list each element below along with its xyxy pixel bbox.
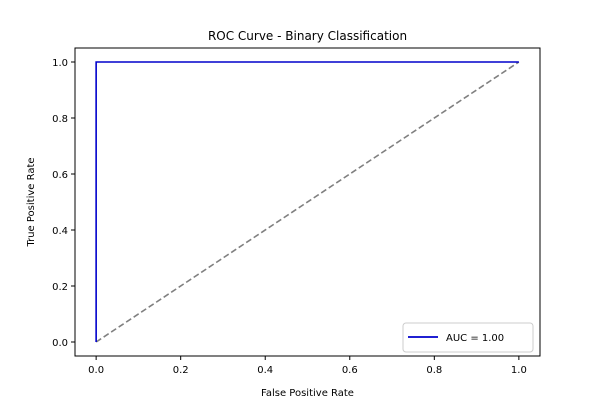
- plot-area: [74, 47, 541, 357]
- y-axis-label: True Positive Rate: [26, 157, 37, 247]
- y-tick-label: 0.8: [52, 114, 68, 125]
- x-tick-label: 0.8: [426, 365, 442, 376]
- y-tick-label: 0.4: [52, 226, 68, 237]
- x-axis-ticks: 0.0 0.2 0.4 0.6 0.8 1.0: [88, 356, 527, 376]
- x-tick-label: 0.4: [257, 365, 273, 376]
- x-axis-label: False Positive Rate: [261, 388, 354, 399]
- series-layer: [95, 61, 520, 343]
- y-tick-label: 0.2: [52, 282, 68, 293]
- x-tick-label: 0.6: [342, 365, 358, 376]
- y-tick-label: 1.0: [52, 58, 68, 69]
- legend-box: [402, 322, 534, 353]
- y-tick-label: 0.6: [52, 170, 68, 181]
- x-tick-label: 1.0: [511, 365, 527, 376]
- legend: AUC = 1.00: [402, 322, 534, 353]
- x-tick-label: 0.2: [173, 365, 189, 376]
- chart-title: ROC Curve - Binary Classification: [208, 29, 407, 43]
- roc-curve-line: [95, 61, 519, 342]
- axes-frame: [74, 47, 541, 357]
- legend-label: AUC = 1.00: [446, 333, 504, 344]
- y-tick-label: 0.0: [52, 338, 68, 349]
- y-axis-ticks: 0.0 0.2 0.4 0.6 0.8 1.0: [52, 58, 75, 349]
- chance-diagonal-line: [95, 61, 520, 343]
- x-tick-label: 0.0: [88, 365, 104, 376]
